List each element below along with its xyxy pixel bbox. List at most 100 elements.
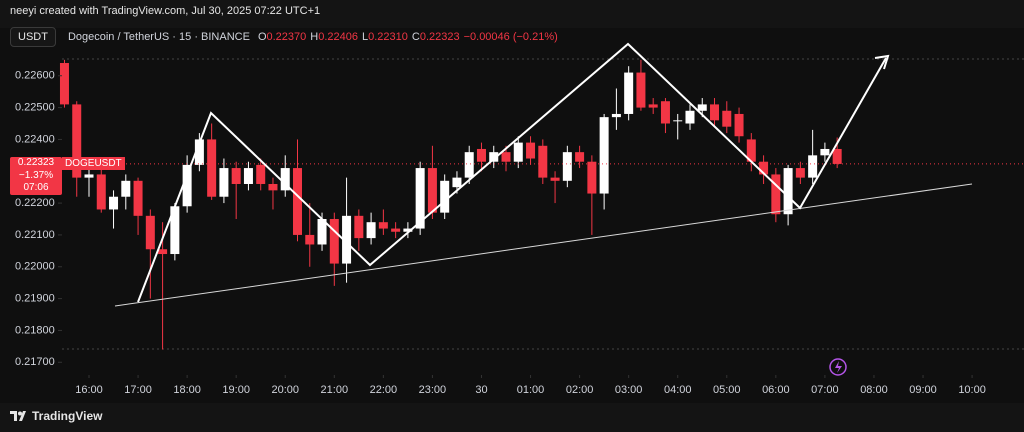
candle-body bbox=[158, 249, 168, 255]
y-tick-label: 0.22200 bbox=[15, 197, 55, 209]
candle-body bbox=[759, 161, 769, 175]
legend-row: USDT Dogecoin / TetherUS · 15 · BINANCE … bbox=[10, 27, 562, 47]
x-tick-label: 30 bbox=[475, 384, 487, 396]
x-tick-label: 20:00 bbox=[271, 384, 299, 396]
high-key: H bbox=[310, 31, 319, 43]
x-tick-label: 19:00 bbox=[222, 384, 250, 396]
x-tick-label: 01:00 bbox=[517, 384, 545, 396]
last-price-box: 0.22323 −1.37% 07:06 bbox=[10, 157, 62, 195]
candle-body bbox=[354, 215, 364, 239]
close-value: 0.22323 bbox=[419, 31, 460, 43]
open-value: 0.22370 bbox=[266, 31, 307, 43]
y-tick-label: 0.22000 bbox=[15, 261, 55, 273]
x-tick-label: 09:00 bbox=[909, 384, 937, 396]
candle-body bbox=[611, 113, 621, 118]
candle-body bbox=[550, 177, 560, 181]
candle-body bbox=[771, 174, 781, 215]
candle-body bbox=[697, 104, 707, 111]
candle-body bbox=[685, 110, 695, 124]
candle-body bbox=[256, 164, 266, 184]
candle-body bbox=[194, 139, 204, 165]
open-key: O bbox=[257, 31, 267, 43]
candle-body bbox=[72, 104, 82, 178]
candle-body bbox=[526, 142, 536, 159]
y-tick-label: 0.21700 bbox=[15, 356, 55, 368]
candle-body bbox=[795, 168, 805, 178]
candle-body bbox=[734, 113, 744, 137]
candle-body bbox=[440, 180, 450, 213]
candle-body bbox=[207, 139, 217, 197]
candle-body bbox=[59, 63, 69, 105]
candle-body bbox=[832, 148, 842, 164]
alert-bolt bbox=[835, 361, 842, 373]
candle-body bbox=[783, 168, 793, 215]
zigzag-drawing bbox=[137, 42, 887, 303]
brand-name: TradingView bbox=[32, 409, 103, 423]
y-tick-label: 0.22100 bbox=[15, 229, 55, 241]
candle-body bbox=[305, 234, 315, 245]
x-tick-label: 05:00 bbox=[713, 384, 741, 396]
x-tick-label: 23:00 bbox=[419, 384, 447, 396]
candle-body bbox=[660, 101, 670, 124]
candle-body bbox=[329, 219, 339, 264]
candle-body bbox=[452, 177, 462, 188]
candle-body bbox=[599, 117, 609, 194]
candle-body bbox=[710, 104, 720, 121]
candle-body bbox=[378, 222, 388, 229]
candle-body bbox=[231, 168, 241, 184]
candle-body bbox=[268, 183, 278, 191]
y-tick-label: 0.22600 bbox=[15, 70, 55, 82]
candle-body bbox=[96, 174, 106, 210]
candle-body bbox=[501, 152, 511, 162]
candle-body bbox=[820, 148, 830, 156]
candle-body bbox=[636, 72, 646, 108]
candle-body bbox=[243, 168, 253, 184]
candle-body bbox=[587, 161, 597, 194]
candle-body bbox=[145, 215, 155, 250]
candle-body bbox=[673, 120, 683, 122]
candle-body bbox=[464, 152, 474, 178]
candle-body bbox=[476, 148, 486, 162]
candle-body bbox=[293, 168, 303, 235]
candle-body bbox=[746, 139, 756, 162]
marks bbox=[59, 59, 1024, 350]
candle-body bbox=[489, 152, 499, 162]
candle-body bbox=[808, 155, 818, 178]
x-tick-label: 10:00 bbox=[958, 384, 986, 396]
x-tick-label: 22:00 bbox=[370, 384, 398, 396]
x-tick-label: 16:00 bbox=[75, 384, 103, 396]
candle-body bbox=[538, 145, 548, 178]
candle-body bbox=[575, 152, 585, 162]
candle-body bbox=[403, 228, 413, 232]
x-tick-label: 07:00 bbox=[811, 384, 839, 396]
low-value: 0.22310 bbox=[368, 31, 408, 43]
close-key: C bbox=[411, 31, 420, 43]
candle-body bbox=[109, 196, 119, 210]
currency-button[interactable]: USDT bbox=[10, 27, 56, 47]
x-tick-label: 02:00 bbox=[566, 384, 594, 396]
x-tick-label: 08:00 bbox=[860, 384, 888, 396]
header-title: neeyi created with TradingView.com, Jul … bbox=[10, 5, 321, 17]
y-tick-label: 0.21900 bbox=[15, 293, 55, 305]
last-price-label: 0.22323 bbox=[17, 157, 55, 168]
x-tick-label: 17:00 bbox=[124, 384, 152, 396]
candle-body bbox=[182, 164, 192, 207]
y-tick-label: 0.22500 bbox=[15, 101, 55, 113]
symbol-tag: DOGEUSDT bbox=[62, 157, 125, 170]
candle-body bbox=[280, 168, 290, 191]
candle-body bbox=[219, 168, 229, 197]
alert-icon[interactable] bbox=[829, 358, 847, 376]
candle-body bbox=[342, 215, 352, 264]
x-tick-label: 06:00 bbox=[762, 384, 790, 396]
footer: TradingView bbox=[10, 409, 102, 423]
x-tick-label: 21:00 bbox=[321, 384, 349, 396]
y-tick-label: 0.22400 bbox=[15, 133, 55, 145]
candle-body bbox=[648, 104, 658, 108]
candle-body bbox=[562, 152, 572, 181]
top-bar bbox=[0, 0, 1024, 28]
brand-logo bbox=[10, 411, 26, 421]
change-value: −0.00046 (−0.21%) bbox=[463, 31, 558, 43]
candle-body bbox=[317, 219, 327, 245]
y-tick-label: 0.21800 bbox=[15, 324, 55, 336]
